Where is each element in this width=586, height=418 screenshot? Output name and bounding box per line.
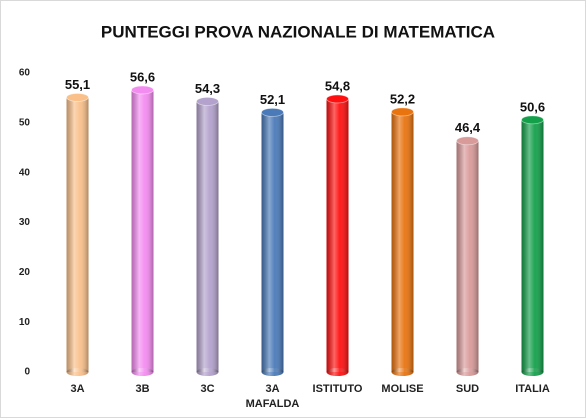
y-tick-label: 0: [24, 367, 30, 378]
bar-top: [326, 94, 349, 104]
bar-top: [521, 115, 544, 125]
bar-top: [261, 107, 284, 117]
x-tick-label: 3A: [70, 383, 85, 395]
bar-shade: [261, 112, 284, 372]
value-label: 54,3: [195, 81, 220, 96]
bar-top: [131, 85, 154, 95]
bar-top: [456, 136, 479, 146]
bar-shade: [66, 97, 89, 372]
x-tick-label: ISTITUTO: [312, 383, 363, 395]
value-label: 52,1: [260, 92, 285, 107]
bar-shade: [521, 119, 544, 373]
value-label: 54,8: [325, 78, 350, 93]
x-tick-label: 3A MAFALDA: [245, 383, 300, 410]
x-tick-label: 3C: [200, 383, 215, 395]
value-label: 46,4: [455, 120, 481, 135]
bar-top: [196, 97, 219, 106]
y-tick-label: 20: [19, 267, 31, 278]
bar-shade: [456, 140, 479, 372]
y-tick-label: 10: [19, 317, 31, 328]
value-label: 55,1: [65, 77, 90, 92]
y-tick-label: 30: [19, 217, 31, 228]
x-tick-label: SUD: [455, 383, 480, 395]
y-tick-label: 60: [19, 68, 31, 79]
bar-shade: [391, 111, 414, 373]
x-tick-label: MOLISE: [381, 383, 424, 395]
bar-shade: [196, 101, 219, 372]
bar-shade: [131, 89, 154, 373]
x-tick-label: ITALIA: [515, 383, 550, 395]
bar-top: [66, 93, 89, 102]
y-tick-label: 50: [19, 117, 31, 128]
value-label: 56,6: [130, 69, 155, 84]
chart-title: PUNTEGGI PROVA NAZIONALE DI MATEMATICA: [101, 22, 495, 41]
x-tick-label: 3B: [135, 383, 150, 395]
bar-top: [391, 107, 414, 117]
value-label: 50,6: [520, 99, 545, 114]
value-label: 52,2: [390, 91, 415, 106]
bar-shade: [326, 98, 349, 372]
y-tick-label: 40: [19, 167, 31, 178]
